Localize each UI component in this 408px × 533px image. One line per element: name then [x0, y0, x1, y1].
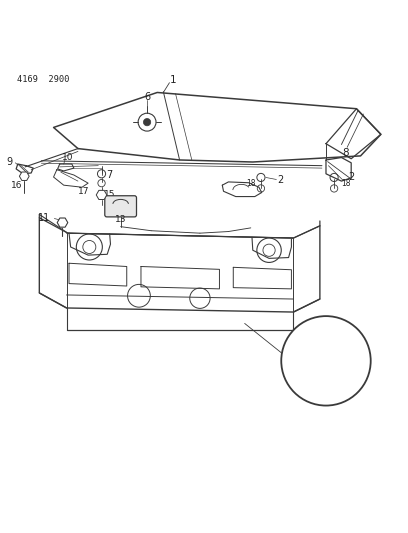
Text: 17: 17 — [78, 187, 90, 196]
Text: 18: 18 — [341, 179, 351, 188]
Text: 9: 9 — [7, 157, 13, 167]
Text: 13: 13 — [115, 215, 126, 224]
Text: 2: 2 — [277, 175, 284, 185]
Text: 10: 10 — [62, 153, 73, 162]
FancyBboxPatch shape — [105, 196, 137, 217]
Text: 14: 14 — [335, 345, 346, 354]
Polygon shape — [20, 172, 29, 181]
Text: 1: 1 — [170, 75, 177, 85]
Text: 7: 7 — [106, 170, 113, 180]
Text: 4169  2900: 4169 2900 — [17, 75, 69, 84]
Circle shape — [144, 118, 151, 126]
Text: 6: 6 — [144, 92, 150, 102]
Text: 16: 16 — [11, 181, 23, 190]
Text: 8: 8 — [342, 149, 349, 158]
Polygon shape — [96, 190, 107, 199]
Polygon shape — [57, 218, 68, 227]
Circle shape — [281, 316, 371, 406]
Text: 2: 2 — [348, 173, 354, 182]
Text: 19: 19 — [302, 330, 313, 339]
Text: 18: 18 — [246, 179, 256, 188]
Polygon shape — [310, 335, 327, 350]
Text: 15: 15 — [104, 190, 115, 199]
Text: 11: 11 — [38, 213, 50, 223]
